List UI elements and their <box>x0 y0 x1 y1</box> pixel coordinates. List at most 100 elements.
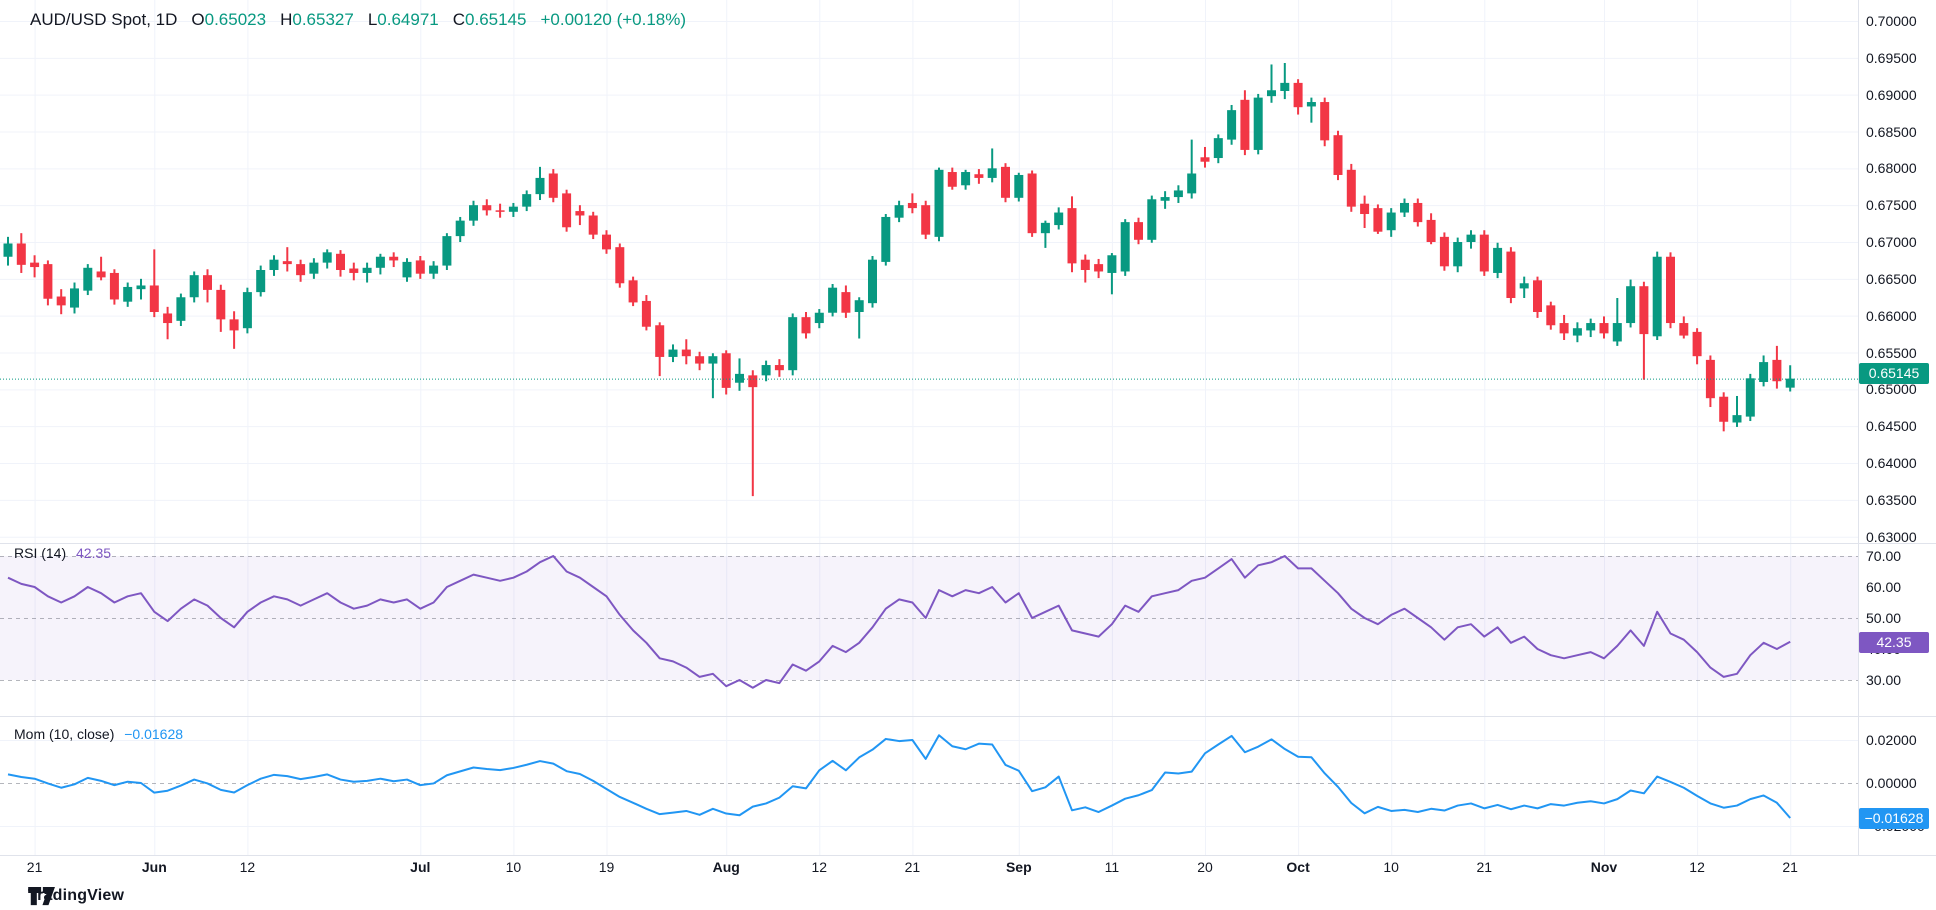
rsi-pane-legend[interactable]: RSI (14) 42.35 <box>14 545 111 561</box>
candle-body <box>588 215 598 235</box>
candle-body <box>362 267 372 273</box>
candle-body <box>987 168 997 178</box>
candle-body <box>176 297 186 321</box>
candle-body <box>548 173 558 198</box>
candle-body <box>1054 212 1064 226</box>
candle-body <box>415 260 425 274</box>
price-axis-label: 0.66000 <box>1866 307 1917 324</box>
candle-body <box>1745 378 1755 417</box>
candle-body <box>1333 135 1343 175</box>
rsi-line <box>7 555 1791 689</box>
candle-body <box>389 256 399 261</box>
time-axis-label: Aug <box>712 859 740 875</box>
candle-body <box>921 205 931 235</box>
time-axis-label: 19 <box>598 859 615 875</box>
candle-body <box>1040 222 1050 234</box>
price-axis-label: 0.66500 <box>1866 270 1917 287</box>
candle-body <box>535 177 545 195</box>
rsi-axis-label: 50.00 <box>1866 610 1902 626</box>
candle-body <box>70 288 79 308</box>
candle-body <box>1067 208 1077 264</box>
price-axis-label: 0.67000 <box>1866 234 1917 250</box>
candle-body <box>655 325 665 357</box>
candle-body <box>1666 256 1675 324</box>
candle-body <box>628 280 638 303</box>
candle-body <box>761 365 771 376</box>
candle-body <box>907 202 917 209</box>
time-axis-label: 12 <box>811 859 828 875</box>
candle-body <box>189 275 199 298</box>
candle-body <box>455 220 465 237</box>
candle-body <box>828 287 838 313</box>
candle-body <box>881 216 891 262</box>
candle-body <box>1519 283 1529 289</box>
rsi-axis-label: 30.00 <box>1866 672 1902 688</box>
candle-body <box>482 205 492 211</box>
candle-body <box>934 169 944 237</box>
time-axis-label: Jun <box>141 859 167 875</box>
candle-body <box>1213 138 1223 159</box>
tradingview-logo-icon <box>28 887 55 906</box>
candle-body <box>1147 199 1157 240</box>
candle-body <box>1120 222 1130 272</box>
price-axis-label: 0.68000 <box>1866 160 1917 177</box>
price-axis-label: 0.65500 <box>1866 344 1917 361</box>
candle-body <box>1533 280 1542 312</box>
candle-body <box>1173 190 1183 198</box>
price-change: +0.00120 (+0.18%) <box>540 10 687 29</box>
candle-body <box>1652 256 1662 337</box>
time-axis-label: 21 <box>904 859 921 875</box>
candle-body <box>575 211 585 216</box>
candle-body <box>1027 173 1037 234</box>
candle-body <box>1639 286 1649 335</box>
candle-body <box>16 243 26 265</box>
candle-body <box>1626 286 1636 324</box>
candle-body <box>1014 174 1024 198</box>
time-axis-label: 10 <box>1383 859 1399 875</box>
candle-body <box>814 312 824 324</box>
candle-body <box>1426 219 1436 243</box>
time-axis-label: Sep <box>1005 859 1032 875</box>
price-axis-label: 0.67500 <box>1866 197 1917 214</box>
candle-body <box>375 256 385 268</box>
candle-body <box>1413 202 1423 223</box>
candle-body <box>229 319 239 331</box>
candle-body <box>1785 378 1795 388</box>
ohlc-low: L0.64971 <box>367 10 439 29</box>
candle-body <box>429 265 439 274</box>
price-axis-label: 0.69500 <box>1866 49 1917 66</box>
candle-body <box>788 317 798 371</box>
candle-body <box>1360 203 1370 215</box>
candle-body <box>1679 323 1689 336</box>
candle-body <box>708 356 718 364</box>
candle-body <box>349 268 359 273</box>
candle-body <box>1586 323 1596 331</box>
candle-body <box>56 296 66 306</box>
candle-body <box>1599 323 1609 334</box>
candle-body <box>1094 264 1104 272</box>
price-axis-label: 0.70000 <box>1866 13 1917 29</box>
candle-body <box>216 289 226 320</box>
time-axis-label: 20 <box>1197 859 1213 875</box>
chart-legend[interactable]: AUD/USD Spot, 1D O0.65023 H0.65327 L0.64… <box>30 10 686 30</box>
tradingview-link[interactable]: TradingView <box>28 887 124 906</box>
candle-body <box>615 247 625 284</box>
price-axis-label: 0.63500 <box>1866 491 1917 508</box>
candle-body <box>1160 197 1170 201</box>
candle-body <box>1479 234 1489 272</box>
candle-body <box>123 286 133 302</box>
rsi-title: RSI (14) <box>14 545 67 561</box>
candle-body <box>1719 396 1729 422</box>
candle-body <box>1439 236 1449 267</box>
candle-body <box>668 349 678 357</box>
candle-body <box>336 253 345 271</box>
candle-body <box>1107 255 1117 273</box>
candle-body <box>1134 222 1143 240</box>
candle-body <box>322 252 332 263</box>
candle-body <box>774 365 784 371</box>
rsi-axis-label: 60.00 <box>1866 579 1902 595</box>
candle-body <box>854 300 864 312</box>
mom-pane-legend[interactable]: Mom (10, close) −0.01628 <box>14 726 183 742</box>
